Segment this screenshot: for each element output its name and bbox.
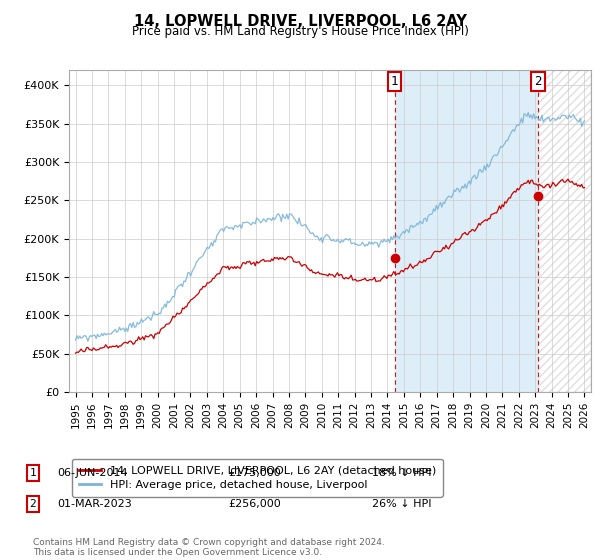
Text: 14, LOPWELL DRIVE, LIVERPOOL, L6 2AY: 14, LOPWELL DRIVE, LIVERPOOL, L6 2AY bbox=[134, 14, 466, 29]
Text: 2: 2 bbox=[29, 499, 37, 509]
Text: 18% ↓ HPI: 18% ↓ HPI bbox=[372, 468, 431, 478]
Text: 1: 1 bbox=[391, 75, 398, 88]
Text: £256,000: £256,000 bbox=[228, 499, 281, 509]
Text: 1: 1 bbox=[29, 468, 37, 478]
Text: £175,000: £175,000 bbox=[228, 468, 281, 478]
Legend: 14, LOPWELL DRIVE, LIVERPOOL, L6 2AY (detached house), HPI: Average price, detac: 14, LOPWELL DRIVE, LIVERPOOL, L6 2AY (de… bbox=[72, 459, 443, 497]
Text: 06-JUN-2014: 06-JUN-2014 bbox=[57, 468, 128, 478]
Text: 26% ↓ HPI: 26% ↓ HPI bbox=[372, 499, 431, 509]
Text: 2: 2 bbox=[534, 75, 542, 88]
Bar bbox=[538, 70, 591, 392]
Bar bbox=[395, 70, 538, 392]
Text: Contains HM Land Registry data © Crown copyright and database right 2024.
This d: Contains HM Land Registry data © Crown c… bbox=[33, 538, 385, 557]
Text: 01-MAR-2023: 01-MAR-2023 bbox=[57, 499, 132, 509]
Bar bbox=[538, 70, 591, 392]
Text: Price paid vs. HM Land Registry's House Price Index (HPI): Price paid vs. HM Land Registry's House … bbox=[131, 25, 469, 38]
